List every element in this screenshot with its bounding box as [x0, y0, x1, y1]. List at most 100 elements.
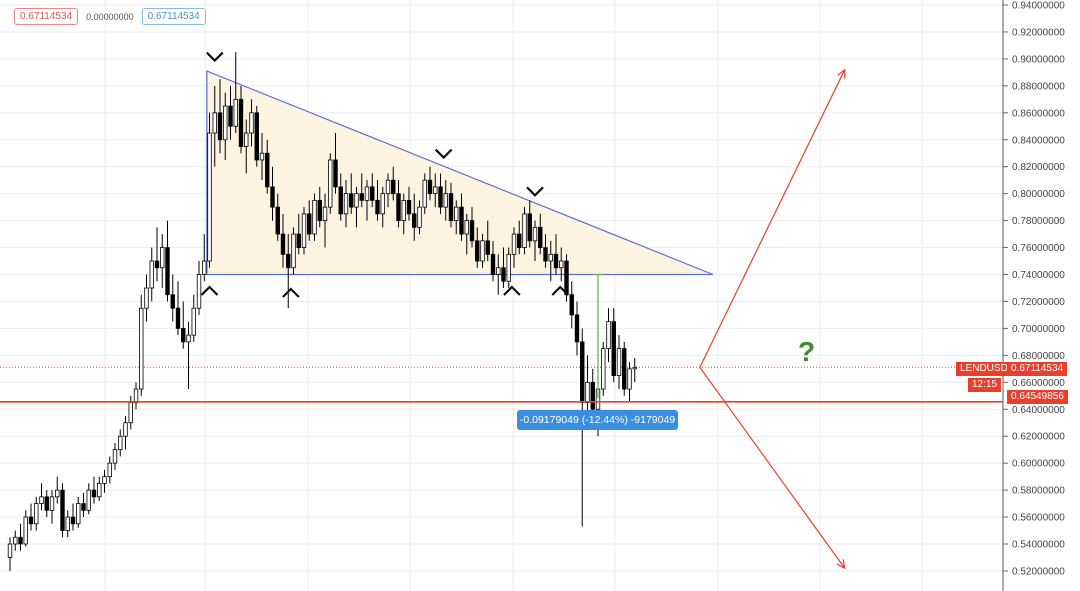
candle-body [265, 152, 270, 188]
y-tick-label: 0.58000000 [1012, 486, 1065, 497]
candle-body [149, 260, 154, 289]
candle [49, 490, 55, 524]
candle-body [128, 402, 133, 424]
candle-body [76, 503, 81, 525]
candle-body [118, 435, 123, 451]
candle [76, 496, 81, 528]
candle-body [364, 186, 370, 201]
question-mark: ? [798, 336, 816, 367]
candle-body [81, 503, 86, 511]
candle-body [553, 253, 559, 269]
candle-body [564, 260, 569, 296]
candle-body [532, 226, 538, 242]
candle [406, 186, 412, 221]
candle-body [585, 381, 590, 403]
candle-body [238, 98, 244, 147]
candle-body [160, 247, 165, 269]
candle-body [144, 287, 149, 309]
candle-body [86, 489, 91, 511]
y-tick-label: 0.54000000 [1012, 540, 1065, 551]
candle-body [170, 294, 175, 309]
candle-body [181, 327, 186, 343]
candle-body [139, 307, 144, 390]
candle [133, 382, 139, 410]
candle [396, 180, 401, 228]
candle [627, 362, 632, 403]
candle-body [616, 348, 622, 376]
candle-body [627, 368, 632, 390]
bottom-mark-icon [551, 285, 569, 296]
candle [338, 173, 343, 221]
candle [569, 281, 574, 329]
candle-body [354, 193, 359, 208]
candle-body [574, 314, 580, 343]
y-tick-label: 0.92000000 [1012, 27, 1065, 38]
candle [606, 308, 611, 363]
candle-body [312, 199, 317, 235]
candle [496, 254, 501, 295]
candle [380, 186, 385, 228]
candle-body [286, 253, 291, 269]
candle [81, 492, 86, 518]
candle-body [196, 274, 202, 309]
candle [301, 207, 307, 255]
candle [238, 85, 244, 154]
candle [13, 530, 18, 551]
candle-body [13, 536, 18, 545]
candle [181, 301, 186, 349]
candle [70, 503, 76, 531]
symbol-tag: LENDUSD [956, 362, 1012, 376]
candle [128, 395, 133, 430]
candle-body [427, 179, 433, 195]
candle [354, 186, 359, 228]
candle [553, 234, 559, 275]
candle [501, 247, 506, 288]
candle-body [464, 220, 469, 235]
candle [574, 301, 580, 356]
candle-body [107, 462, 112, 478]
candle [490, 240, 496, 282]
arrow-down-head-icon [836, 559, 846, 570]
candle [39, 483, 44, 511]
candle-body [202, 260, 207, 275]
candle-body [228, 105, 233, 127]
candle [616, 335, 622, 390]
candle [112, 442, 118, 470]
legend-value-blue: 0.67114534 [141, 8, 206, 25]
candle [259, 133, 265, 181]
candle [469, 207, 475, 248]
candle-body [527, 213, 532, 242]
candle [312, 193, 317, 241]
y-tick-label: 0.82000000 [1012, 162, 1065, 173]
candle-body [559, 260, 564, 269]
candle-body [622, 348, 627, 390]
candle [139, 294, 144, 396]
candle-body [165, 247, 170, 296]
candle [44, 490, 49, 518]
candle [123, 415, 128, 450]
candle-body [217, 112, 223, 141]
candle-body [496, 267, 501, 275]
y-tick-label: 0.88000000 [1012, 81, 1065, 92]
candle [480, 234, 485, 268]
y-tick-label: 0.90000000 [1012, 54, 1065, 65]
candle [443, 180, 448, 221]
candle [196, 261, 202, 315]
candle-body [506, 253, 511, 282]
y-tick-label: 0.56000000 [1012, 513, 1065, 524]
y-tick-label: 0.86000000 [1012, 108, 1065, 119]
arrow-up-head-icon [837, 68, 846, 79]
candle [270, 166, 275, 221]
candle [543, 234, 548, 268]
arrow-up-line [699, 69, 846, 368]
horizontal-line-price-tag: 0.64549856 [1007, 390, 1068, 404]
y-tick-label: 0.74000000 [1012, 270, 1065, 281]
candle-body [91, 489, 97, 498]
candle [55, 476, 60, 504]
candle-body [244, 132, 249, 147]
candle [422, 173, 427, 214]
candle [454, 200, 459, 235]
candle-body [7, 543, 13, 558]
top-mark-icon [205, 51, 224, 63]
